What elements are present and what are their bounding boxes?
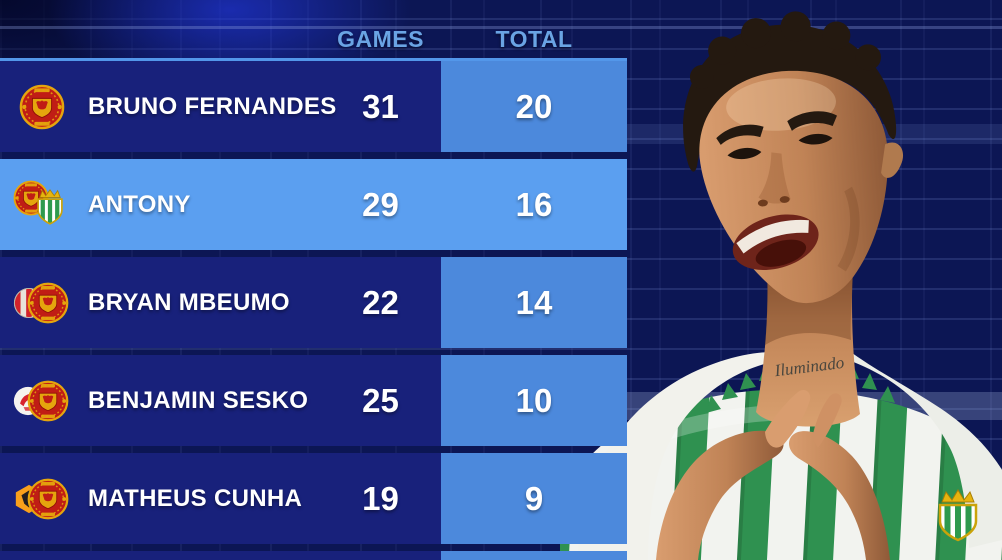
games-value: 22 bbox=[362, 283, 399, 321]
stats-table: GAMES TOTAL BRUNO FERNANDES 31 20 ANTONY… bbox=[0, 20, 627, 560]
games-value: 19 bbox=[362, 479, 399, 517]
total-cell: 20 bbox=[441, 61, 627, 152]
left-arm bbox=[656, 430, 784, 560]
left-index-finger bbox=[765, 389, 811, 448]
table-row-partial bbox=[0, 551, 627, 560]
real-betis-crest-icon bbox=[33, 188, 67, 229]
right-arm bbox=[789, 431, 890, 560]
table-header: GAMES TOTAL bbox=[0, 20, 627, 58]
betis-crest-jersey bbox=[938, 489, 978, 542]
brick-grout-line bbox=[0, 26, 1002, 29]
total-cell bbox=[441, 551, 627, 560]
player-name: MATHEUS CUNHA bbox=[88, 484, 303, 512]
table-row: MATHEUS CUNHA 19 9 bbox=[0, 453, 627, 544]
total-cell: 9 bbox=[441, 453, 627, 544]
player-name: ANTONY bbox=[88, 190, 191, 218]
total-cell: 16 bbox=[441, 159, 627, 250]
club-badge-manchester-united bbox=[13, 82, 73, 132]
total-value: 10 bbox=[515, 381, 553, 419]
table-row: BRYAN MBEUMO 22 14 bbox=[0, 257, 627, 348]
manchester-united-crest-icon bbox=[27, 478, 69, 520]
total-value: 20 bbox=[515, 87, 553, 125]
table-row: BENJAMIN SESKO 25 10 bbox=[0, 355, 627, 446]
club-badge-brentford-manutd bbox=[13, 278, 73, 328]
header-divider-line bbox=[0, 58, 627, 61]
player-name: BENJAMIN SESKO bbox=[88, 386, 309, 414]
total-cell: 10 bbox=[441, 355, 627, 446]
club-badge-leipzig-manutd bbox=[13, 376, 73, 426]
player-name: BRUNO FERNANDES bbox=[88, 92, 337, 120]
table-row: ANTONY 29 16 bbox=[0, 159, 627, 250]
club-badge-manutd-real-betis bbox=[13, 180, 73, 230]
player-head bbox=[683, 11, 904, 304]
games-value: 29 bbox=[362, 185, 399, 223]
total-value: 9 bbox=[524, 479, 544, 517]
player-name: BRYAN MBEUMO bbox=[88, 288, 290, 316]
total-cell: 14 bbox=[441, 257, 627, 348]
manchester-united-crest-icon bbox=[19, 84, 65, 130]
table-row: BRUNO FERNANDES 31 20 bbox=[0, 61, 627, 152]
games-value: 31 bbox=[362, 87, 399, 125]
games-value: 25 bbox=[362, 381, 399, 419]
total-column-header: TOTAL bbox=[495, 26, 573, 52]
manchester-united-crest-icon bbox=[27, 380, 69, 422]
collar-right bbox=[848, 350, 1002, 548]
player-photo-antony: Iluminado bbox=[560, 11, 1002, 560]
total-value: 16 bbox=[515, 185, 553, 223]
club-badge-wolves-manutd bbox=[13, 474, 73, 524]
manchester-united-crest-icon bbox=[27, 282, 69, 324]
total-value: 14 bbox=[515, 283, 553, 321]
right-index-finger bbox=[812, 393, 842, 448]
games-column-header: GAMES bbox=[337, 26, 424, 52]
